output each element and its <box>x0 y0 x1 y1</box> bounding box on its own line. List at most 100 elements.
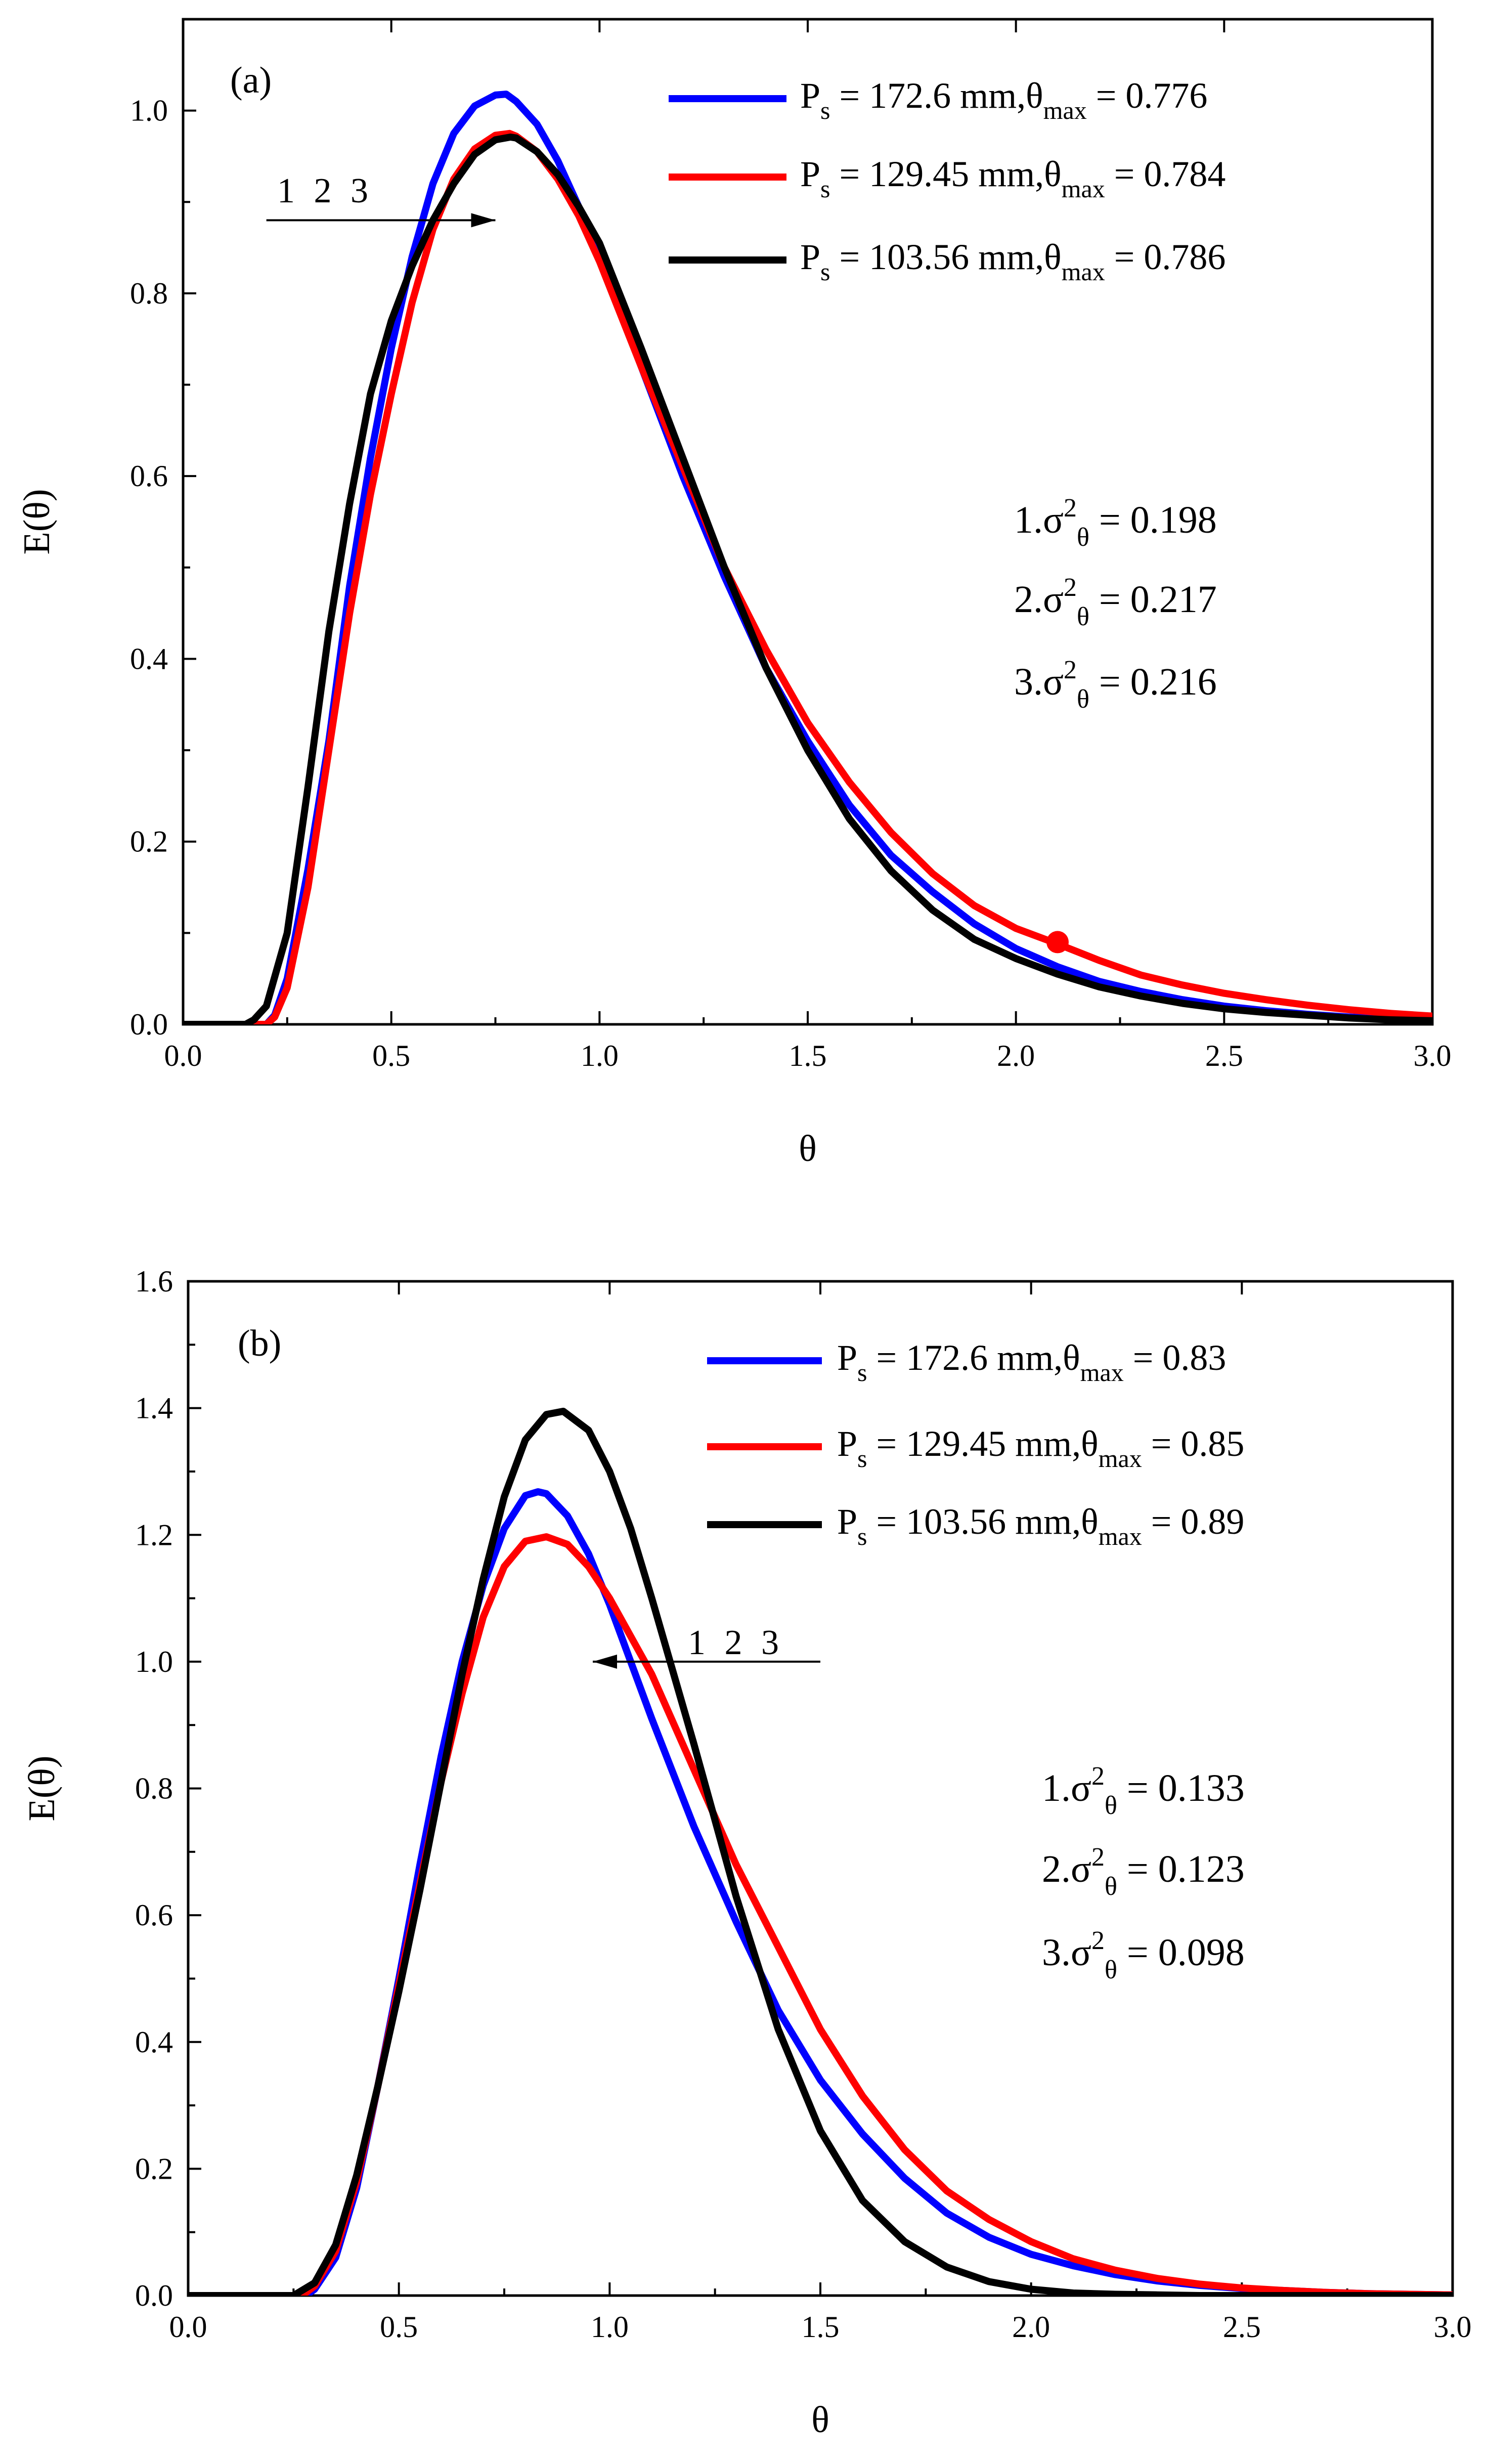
variance-text: 1.σ <box>1042 1767 1091 1809</box>
chart-panel-a: 0.0 0.5 1.0 1.5 2.0 2.5 3.0 0.0 0.2 0.4 0.6 0.8 1.0 θ… <box>16 18 1452 1170</box>
panel-label: (b) <box>238 1323 281 1364</box>
y-tick-label: 0.0 <box>135 2279 173 2312</box>
y-tick-label: 1.0 <box>135 1645 173 1678</box>
y-axis-label: E(θ) <box>16 489 58 555</box>
variance-annotation-2: 2.σ2θ = 0.217 <box>1014 573 1217 631</box>
legend-subscript: s <box>857 1444 867 1473</box>
y-tick-label: 0.0 <box>130 1008 168 1041</box>
legend-text: P <box>800 75 820 116</box>
legend-text: = 129.45 mm,θ <box>830 154 1062 194</box>
data-marker <box>1046 931 1069 954</box>
y-tick-label: 0.8 <box>135 1772 173 1805</box>
variance-superscript: 2 <box>1064 573 1077 602</box>
legend-text: = 0.776 <box>1087 75 1208 116</box>
legend-entry-2: Ps = 129.45 mm,θmax = 0.784 <box>800 154 1225 203</box>
variance-subscript: θ <box>1105 1956 1117 1984</box>
variance-subscript: θ <box>1077 685 1089 714</box>
curves <box>183 91 1432 1024</box>
variance-text: = 0.123 <box>1117 1848 1245 1890</box>
legend-subscript: max <box>1080 1358 1124 1387</box>
x-tick-label: 1.5 <box>802 2310 840 2344</box>
x-tick-label: 0.0 <box>169 2310 207 2344</box>
legend-text: = 103.56 mm,θ <box>830 237 1062 277</box>
arrow-annotation-label: 1 2 3 <box>688 1623 779 1662</box>
x-tick-label: 0.5 <box>380 2310 418 2344</box>
legend-entry-2: Ps = 129.45 mm,θmax = 0.85 <box>837 1423 1244 1473</box>
y-tick-label: 0.6 <box>135 1898 173 1932</box>
variance-text: = 0.216 <box>1089 661 1217 703</box>
y-tick-label: 0.6 <box>130 459 168 493</box>
x-tick-label: 2.5 <box>1205 1039 1243 1072</box>
x-tick-label: 1.0 <box>581 1039 619 1072</box>
legend-subscript: s <box>857 1358 867 1387</box>
variance-annotation-1: 1.σ2θ = 0.133 <box>1042 1762 1245 1820</box>
y-tick-label: 0.2 <box>130 825 168 858</box>
variance-superscript: 2 <box>1064 656 1077 684</box>
legend-text: = 172.6 mm,θ <box>867 1337 1080 1378</box>
variance-text: 2.σ <box>1042 1848 1091 1890</box>
y-tick-label: 1.0 <box>130 94 168 127</box>
variance-superscript: 2 <box>1091 1762 1105 1791</box>
x-tick-label: 2.5 <box>1223 2310 1261 2344</box>
legend-text: P <box>837 1423 857 1464</box>
panel-label: (a) <box>230 60 272 101</box>
x-axis-label: θ <box>811 2399 829 2441</box>
legend-text: P <box>837 1337 857 1378</box>
variance-text: = 0.217 <box>1089 578 1217 621</box>
variance-text: 3.σ <box>1014 661 1064 703</box>
legend-text: P <box>800 154 820 194</box>
legend-subscript: s <box>820 257 830 286</box>
variance-subscript: θ <box>1077 602 1089 631</box>
x-tick-label: 0.5 <box>372 1039 410 1072</box>
legend-entry-3: Ps = 103.56 mm,θmax = 0.89 <box>837 1501 1244 1550</box>
legend-subscript: max <box>1062 257 1105 286</box>
variance-annotation-1: 1.σ2θ = 0.198 <box>1014 494 1217 552</box>
legend-text: = 0.784 <box>1105 154 1226 194</box>
legend-text: = 0.85 <box>1142 1423 1245 1464</box>
y-axis-label: E(θ) <box>21 1756 63 1822</box>
variance-text: 3.σ <box>1042 1931 1091 1974</box>
variance-text: 2.σ <box>1014 578 1064 621</box>
variance-superscript: 2 <box>1091 1843 1105 1872</box>
legend-text: = 172.6 mm,θ <box>830 75 1043 116</box>
legend-subscript: s <box>857 1522 867 1550</box>
variance-superscript: 2 <box>1064 494 1077 523</box>
y-tick-label: 0.4 <box>135 2025 173 2059</box>
y-tick-label: 0.4 <box>130 642 168 675</box>
legend-subscript: max <box>1043 96 1087 124</box>
variance-subscript: θ <box>1105 1791 1117 1820</box>
variance-annotation-3: 3.σ2θ = 0.098 <box>1042 1926 1245 1984</box>
legend-text: P <box>800 237 820 277</box>
y-tick-label: 0.8 <box>130 277 168 310</box>
legend-text: = 103.56 mm,θ <box>867 1501 1099 1542</box>
legend-subscript: s <box>820 175 830 203</box>
legend-text: = 0.786 <box>1105 237 1226 277</box>
arrow-head-icon <box>471 213 496 228</box>
y-tick-label: 1.4 <box>135 1392 173 1425</box>
legend-text: = 0.83 <box>1124 1337 1227 1378</box>
legend-subscript: max <box>1099 1444 1142 1473</box>
legend-text: = 129.45 mm,θ <box>867 1423 1099 1464</box>
legend-subscript: max <box>1099 1522 1142 1550</box>
x-axis-label: θ <box>799 1128 816 1170</box>
legend-text: P <box>837 1501 857 1542</box>
variance-text: = 0.133 <box>1117 1767 1245 1809</box>
x-tick-label: 2.0 <box>1012 2310 1050 2344</box>
y-tick-label: 0.2 <box>135 2152 173 2185</box>
variance-subscript: θ <box>1077 523 1089 552</box>
y-tick-label: 1.6 <box>135 1265 173 1298</box>
x-tick-label: 3.0 <box>1434 2310 1472 2344</box>
arrow-head-icon <box>593 1654 617 1669</box>
variance-annotation-3: 3.σ2θ = 0.216 <box>1014 656 1217 714</box>
legend-subscript: max <box>1062 175 1105 203</box>
x-tick-label: 2.0 <box>997 1039 1035 1072</box>
variance-text: = 0.098 <box>1117 1931 1245 1974</box>
legend-entry-3: Ps = 103.56 mm,θmax = 0.786 <box>800 237 1225 286</box>
x-tick-label: 0.0 <box>164 1039 202 1072</box>
arrow-annotation-label: 1 2 3 <box>277 171 368 210</box>
legend-text: = 0.89 <box>1142 1501 1245 1542</box>
legend-entry-1: Ps = 172.6 mm,θmax = 0.776 <box>800 75 1207 124</box>
variance-text: 1.σ <box>1014 499 1064 541</box>
x-tick-label: 3.0 <box>1414 1039 1452 1072</box>
